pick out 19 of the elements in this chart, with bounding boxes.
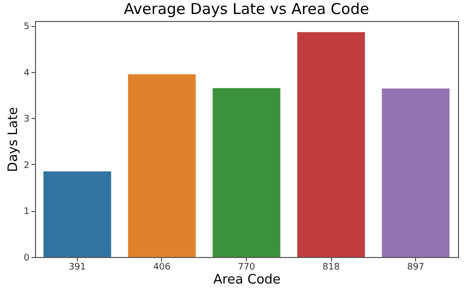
y-tick-label: 4 <box>24 68 30 78</box>
x-tick-label: 391 <box>68 262 86 272</box>
y-tick-label: 0 <box>24 254 30 264</box>
y-tick-label: 3 <box>24 114 30 125</box>
y-tick-label: 2 <box>24 160 30 171</box>
bar <box>212 88 280 257</box>
x-tick-label: 770 <box>238 262 256 272</box>
x-tick-label: 897 <box>407 262 424 272</box>
y-tick-label: 5 <box>24 22 30 32</box>
bar <box>297 32 365 257</box>
bar <box>43 171 112 257</box>
bar <box>382 88 450 257</box>
chart-title: Average Days Late vs Area Code <box>124 0 370 18</box>
x-axis-title: Area Code <box>213 272 281 288</box>
y-tick-label: 1 <box>24 207 30 218</box>
x-tick-label: 818 <box>322 262 340 272</box>
x-tick-label: 406 <box>153 262 171 272</box>
bar <box>128 74 196 257</box>
y-axis-title: Days Late <box>6 107 21 172</box>
